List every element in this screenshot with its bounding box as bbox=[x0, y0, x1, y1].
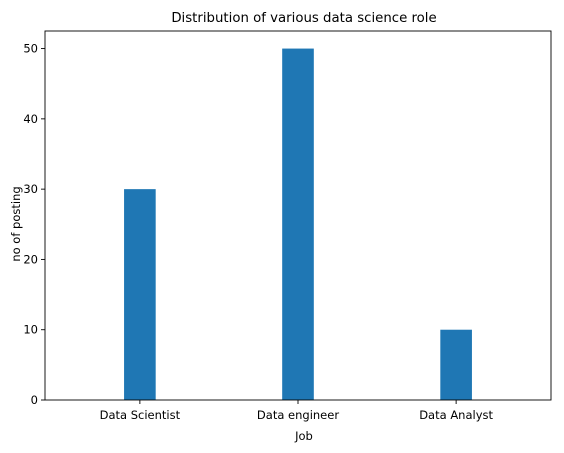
chart-title: Distribution of various data science rol… bbox=[171, 11, 436, 26]
y-tick-label: 20 bbox=[23, 252, 38, 266]
y-tick-label: 10 bbox=[23, 323, 38, 337]
bar-data-analyst bbox=[440, 329, 472, 400]
axes-frame bbox=[44, 30, 552, 401]
bar-data-engineer bbox=[282, 48, 314, 400]
bar-data-scientist bbox=[124, 189, 156, 400]
y-tick-label: 0 bbox=[31, 393, 38, 407]
y-axis-ticks: 0 10 20 30 40 50 bbox=[23, 42, 45, 407]
y-tick-label: 40 bbox=[23, 112, 38, 126]
x-axis-label: Job bbox=[294, 429, 313, 443]
y-tick-label: 50 bbox=[23, 42, 38, 56]
y-tick-label: 30 bbox=[23, 182, 38, 196]
y-axis-label: no of posting bbox=[9, 186, 23, 261]
x-tick-label: Data engineer bbox=[257, 408, 339, 422]
x-axis-ticks: Data Scientist Data engineer Data Analyst bbox=[100, 400, 494, 422]
bars-group bbox=[124, 48, 472, 400]
x-tick-label: Data Analyst bbox=[419, 408, 493, 422]
x-tick-label: Data Scientist bbox=[100, 408, 181, 422]
